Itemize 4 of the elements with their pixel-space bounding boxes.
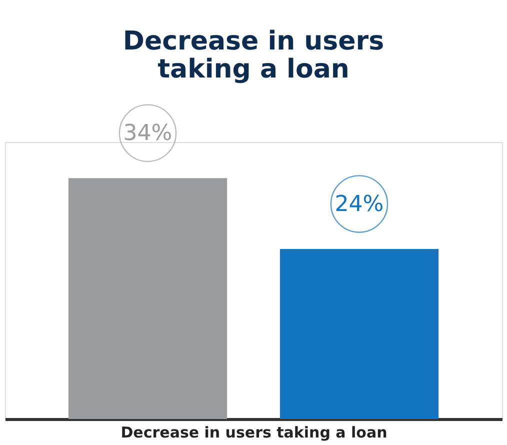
data-label: 34% bbox=[123, 121, 172, 146]
x-axis-title: Decrease in users taking a loan bbox=[120, 424, 388, 442]
data-label: 24% bbox=[334, 192, 384, 217]
chart-title: Decrease in users taking a loan bbox=[122, 26, 384, 84]
